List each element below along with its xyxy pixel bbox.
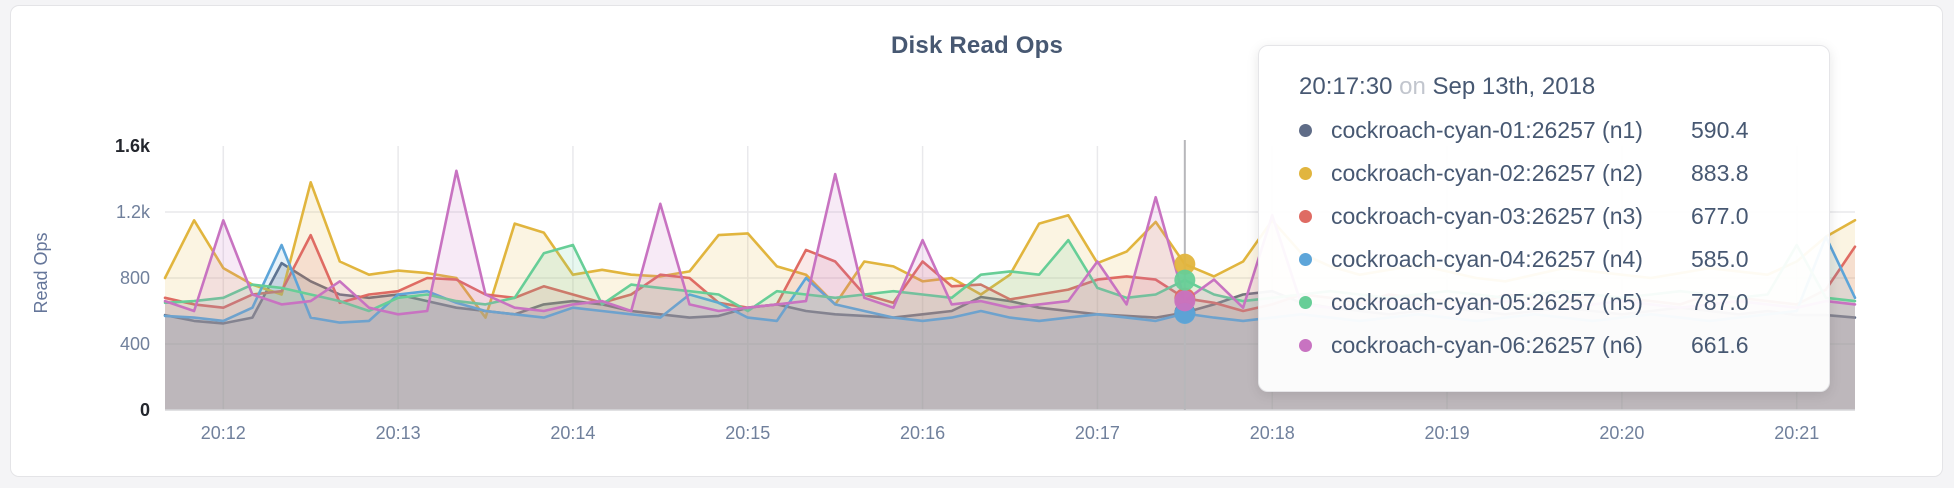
tooltip-row: cockroach-cyan-03:26257 (n3) 677.0 [1299, 195, 1789, 238]
x-tick-label: 20:20 [1599, 423, 1645, 443]
x-tick-label: 20:19 [1424, 423, 1470, 443]
y-tick-label: 400 [119, 334, 150, 354]
tooltip-legend: cockroach-cyan-01:26257 (n1) 590.4 cockroa… [1299, 109, 1789, 367]
hover-dot-n2 [1174, 253, 1196, 275]
y-axis-label: Read Ops [31, 232, 51, 314]
tooltip-series-name: cockroach-cyan-06:26257 (n6) [1331, 332, 1643, 358]
tooltip-series-value: 677.0 [1691, 203, 1749, 229]
series-color-dot-icon [1299, 167, 1312, 180]
tooltip-time: 20:17:30 [1299, 73, 1393, 100]
tooltip-series-name: cockroach-cyan-03:26257 (n3) [1331, 203, 1643, 229]
series-color-dot-icon [1299, 124, 1312, 137]
y-tick-label: 800 [119, 268, 150, 288]
y-tick-label: 1.2k [115, 202, 150, 222]
x-tick-label: 20:15 [725, 423, 771, 443]
tooltip-series-value: 585.0 [1691, 246, 1749, 272]
series-color-dot-icon [1299, 296, 1312, 309]
tooltip-series-name: cockroach-cyan-02:26257 (n2) [1331, 160, 1643, 186]
x-tick-label: 20:17 [1074, 423, 1120, 443]
tooltip-series-value: 883.8 [1691, 160, 1749, 186]
tooltip-row: cockroach-cyan-05:26257 (n5) 787.0 [1299, 281, 1789, 324]
tooltip-date: Sep 13th, 2018 [1432, 73, 1596, 100]
y-tick-label: 0 [139, 400, 150, 420]
x-tick-label: 20:21 [1774, 423, 1820, 443]
tooltip-row: cockroach-cyan-02:26257 (n2) 883.8 [1299, 152, 1789, 195]
tooltip-header: 20:17:30 on Sep 13th, 2018 [1299, 73, 1789, 101]
tooltip-row: cockroach-cyan-04:26257 (n4) 585.0 [1299, 238, 1789, 281]
tooltip-row: cockroach-cyan-01:26257 (n1) 590.4 [1299, 109, 1789, 152]
x-tick-label: 20:16 [900, 423, 946, 443]
x-tick-label: 20:12 [200, 423, 246, 443]
tooltip-series-value: 590.4 [1691, 117, 1749, 143]
tooltip-connector: on [1399, 73, 1426, 100]
hover-dot-n6 [1174, 290, 1196, 312]
hover-dot-n5 [1174, 269, 1196, 291]
series-color-dot-icon [1299, 210, 1312, 223]
tooltip-series-value: 787.0 [1691, 289, 1749, 315]
series-color-dot-icon [1299, 339, 1312, 352]
tooltip-row: cockroach-cyan-06:26257 (n6) 661.6 [1299, 324, 1789, 367]
tooltip-series-name: cockroach-cyan-04:26257 (n4) [1331, 246, 1643, 272]
tooltip-series-value: 661.6 [1691, 332, 1749, 358]
tooltip-series-name: cockroach-cyan-05:26257 (n5) [1331, 289, 1643, 315]
x-tick-label: 20:14 [550, 423, 596, 443]
chart-title: Disk Read Ops [891, 32, 1063, 59]
series-color-dot-icon [1299, 253, 1312, 266]
hover-tooltip: 20:17:30 on Sep 13th, 2018 cockroach-cya… [1258, 45, 1830, 392]
tooltip-series-name: cockroach-cyan-01:26257 (n1) [1331, 117, 1643, 143]
x-tick-label: 20:18 [1249, 423, 1295, 443]
x-tick-label: 20:13 [375, 423, 421, 443]
y-tick-label: 1.6k [114, 136, 150, 156]
